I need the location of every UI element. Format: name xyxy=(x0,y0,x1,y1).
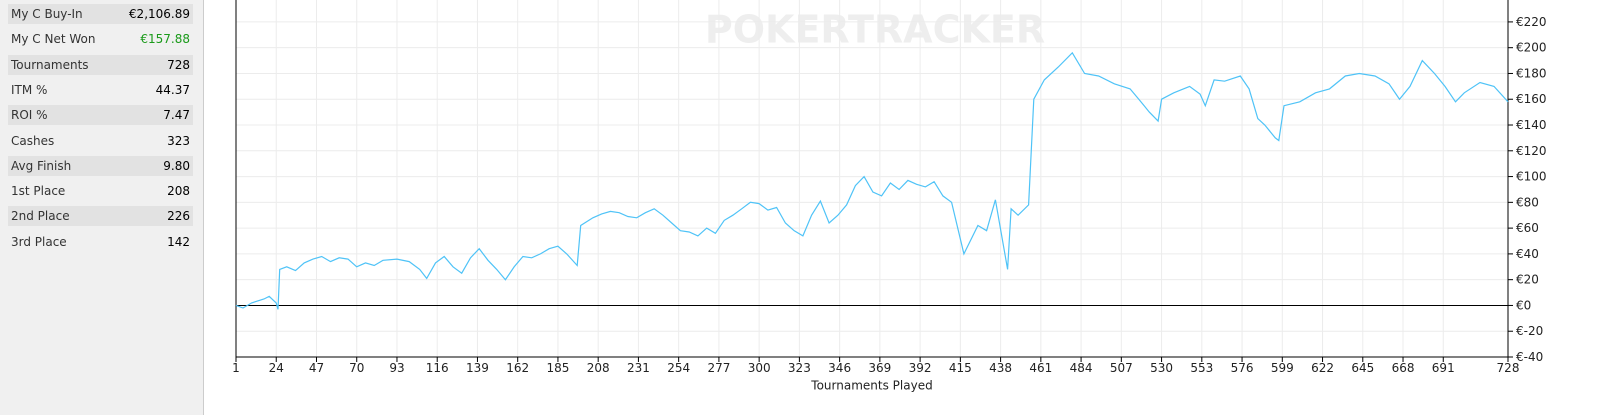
y-tick-label: €160 xyxy=(1516,92,1547,106)
stat-value: 226 xyxy=(167,209,190,224)
y-tick-label: €200 xyxy=(1516,41,1547,55)
y-tick-label: €180 xyxy=(1516,66,1547,80)
stat-row: 3rd Place 142 xyxy=(8,232,193,252)
grid xyxy=(235,0,1509,358)
stat-label: 2nd Place xyxy=(11,209,70,224)
x-tick-label: 1 xyxy=(232,361,240,375)
x-tick-label: 691 xyxy=(1432,361,1455,375)
stat-row: Cashes 323 xyxy=(8,131,193,151)
stat-value: €2,106.89 xyxy=(128,7,190,21)
stat-label: Tournaments xyxy=(11,57,89,72)
stat-row: 2nd Place 226 xyxy=(8,206,193,227)
stat-row: 1st Place 208 xyxy=(8,181,193,201)
x-tick-label: 346 xyxy=(828,361,851,375)
x-tick-label: 277 xyxy=(707,361,730,375)
x-tick-label: 300 xyxy=(748,361,771,375)
watermark: POKERTRACKER xyxy=(705,8,1045,52)
stat-label: 3rd Place xyxy=(11,234,67,249)
stat-value: 7.47 xyxy=(163,108,190,123)
stat-row: My C Net Won €157.88 xyxy=(8,29,193,49)
x-tick-label: 530 xyxy=(1150,361,1173,375)
stat-label: Avg Finish xyxy=(11,158,72,173)
y-tick-label: €80 xyxy=(1516,195,1539,209)
x-tick-label: 254 xyxy=(667,361,690,375)
x-tick-label: 645 xyxy=(1351,361,1374,375)
x-tick-label: 392 xyxy=(909,361,932,375)
stat-row: ROI % 7.47 xyxy=(8,105,193,126)
stat-label: Cashes xyxy=(11,133,55,148)
y-tick-label: €-20 xyxy=(1516,324,1543,338)
x-axis-label: Tournaments Played xyxy=(810,379,932,393)
stat-value: 9.80 xyxy=(163,158,190,173)
profit-line xyxy=(235,51,1509,310)
x-tick-label: 438 xyxy=(989,361,1012,375)
x-tick-label: 24 xyxy=(269,361,284,375)
stat-value: 44.37 xyxy=(155,82,190,97)
y-tick-label: €60 xyxy=(1516,221,1539,235)
y-tick-label: €40 xyxy=(1516,247,1539,261)
stat-row: Avg Finish 9.80 xyxy=(8,155,193,176)
x-tick-label: 139 xyxy=(466,361,489,375)
stat-label: My C Net Won xyxy=(11,32,96,47)
y-tick-label: €140 xyxy=(1516,118,1547,132)
stat-row: My C Buy-In €2,106.89 xyxy=(8,4,193,24)
x-tick-label: 553 xyxy=(1190,361,1213,375)
x-tick-label: 185 xyxy=(546,361,569,375)
y-tick-label: €100 xyxy=(1516,170,1547,184)
y-tick-label: €-40 xyxy=(1516,350,1543,364)
x-tick-label: 622 xyxy=(1311,361,1334,375)
x-tick-label: 162 xyxy=(506,361,529,375)
x-tick-label: 461 xyxy=(1029,361,1052,375)
stat-row: Tournaments 728 xyxy=(8,54,193,75)
x-tick-label: 323 xyxy=(788,361,811,375)
x-tick-label: 668 xyxy=(1392,361,1415,375)
stat-label: My C Buy-In xyxy=(11,7,83,21)
x-tick-label: 484 xyxy=(1070,361,1093,375)
y-tick-label: €20 xyxy=(1516,273,1539,287)
stat-label: 1st Place xyxy=(11,184,66,199)
x-tick-label: 47 xyxy=(309,361,324,375)
x-tick-label: 93 xyxy=(389,361,404,375)
x-tick-label: 507 xyxy=(1110,361,1133,375)
y-tick-label: €0 xyxy=(1516,298,1531,312)
x-tick-label: 728 xyxy=(1497,361,1520,375)
x-tick-label: 116 xyxy=(426,361,449,375)
x-tick-label: 415 xyxy=(949,361,972,375)
stat-value: 728 xyxy=(167,57,190,72)
x-tick-label: 70 xyxy=(349,361,364,375)
stat-value: 142 xyxy=(167,234,190,249)
stat-value: 323 xyxy=(167,133,190,148)
x-tick-label: 599 xyxy=(1271,361,1294,375)
x-tick-label: 231 xyxy=(627,361,650,375)
x-tick-label: 208 xyxy=(587,361,610,375)
stat-row: ITM % 44.37 xyxy=(8,80,193,100)
x-tick-label: 369 xyxy=(868,361,891,375)
stat-value: €157.88 xyxy=(140,32,190,47)
stat-label: ITM % xyxy=(11,82,48,97)
x-tick-label: 576 xyxy=(1231,361,1254,375)
y-tick-label: €120 xyxy=(1516,144,1547,158)
y-tick-label: €220 xyxy=(1516,15,1547,29)
stat-label: ROI % xyxy=(11,108,48,123)
stats-panel: My C Buy-In €2,106.89 My C Net Won €157.88 T… xyxy=(0,0,204,415)
stat-value: 208 xyxy=(167,184,190,199)
